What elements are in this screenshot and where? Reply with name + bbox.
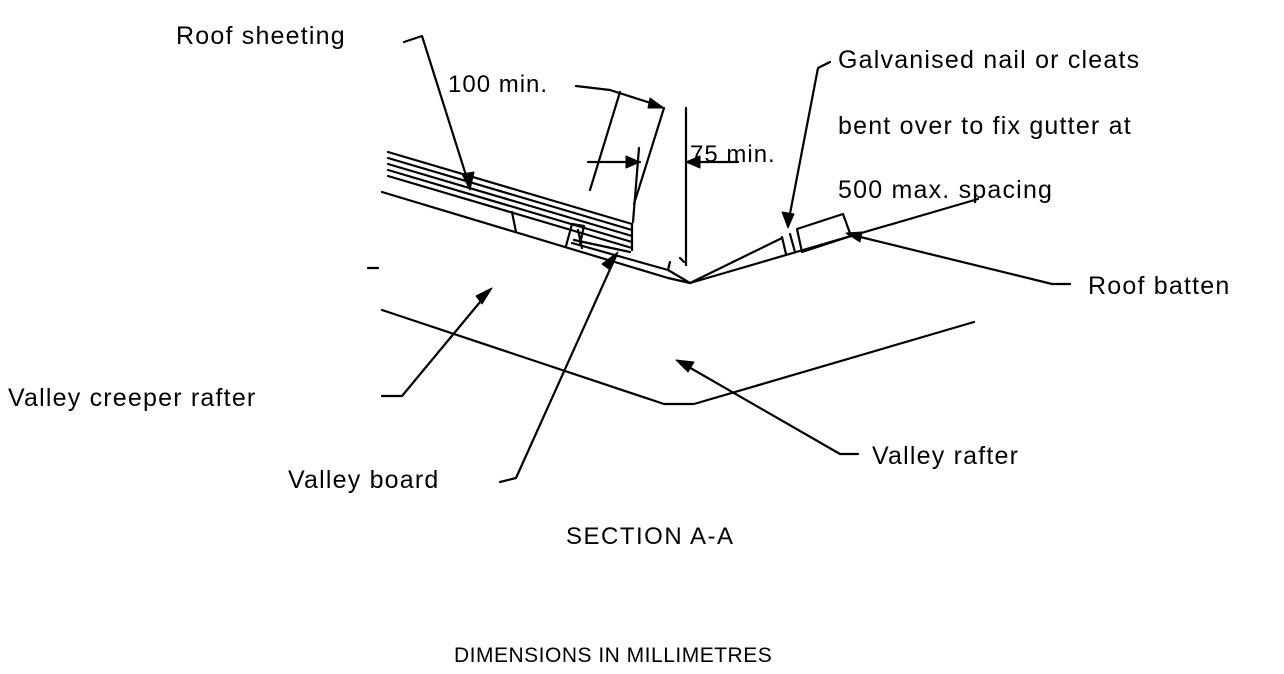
- dimension-label-75: 75 min.: [690, 141, 776, 168]
- valley-board-profile: [570, 236, 784, 285]
- label-galvanised-line3: 500 max. spacing: [838, 176, 1053, 204]
- dim-extension: [631, 146, 641, 224]
- sheeting-line: [386, 168, 634, 244]
- valley-board-leader: [498, 254, 618, 484]
- cleat-right: [788, 232, 797, 254]
- roof-batten-block: [795, 212, 853, 254]
- label-valley-creeper-rafter: Valley creeper rafter: [8, 384, 256, 412]
- sheeting-line: [386, 162, 634, 238]
- label-roof-sheeting: Roof sheeting: [176, 22, 346, 50]
- dimension-label-100: 100 min.: [448, 71, 548, 98]
- cleat-left: [780, 235, 788, 256]
- gutter-edge-right: [666, 260, 672, 272]
- section-title: SECTION A-A: [566, 523, 735, 550]
- dim-arrowhead: [685, 155, 701, 169]
- valley-board-arrow: [601, 251, 619, 271]
- gutter-edge-left: [678, 256, 686, 264]
- roof-sheeting-leader: [402, 34, 472, 190]
- roof-batten-leader: [846, 232, 1072, 286]
- valley-structure: [366, 190, 980, 406]
- sheeting-clip: [564, 222, 586, 248]
- label-galvanised-line1: Galvanised nail or cleats: [838, 46, 1140, 74]
- valley-rafter-leader: [678, 360, 860, 456]
- label-valley-board: Valley board: [288, 466, 440, 494]
- dim-extension: [588, 90, 622, 192]
- sheeting-line: [386, 156, 634, 232]
- valley-rafter-arrow: [675, 359, 695, 373]
- sheeting-line: [386, 174, 634, 250]
- left-batten-front: [510, 210, 518, 234]
- leaders: [380, 34, 1072, 484]
- sheeting-line: [386, 150, 634, 226]
- valley-creeper-arrow: [475, 287, 493, 305]
- galvanised-nail-leader: [786, 60, 832, 226]
- valley-creeper-leader: [380, 288, 492, 398]
- units-note: DIMENSIONS IN MILLIMETRES: [454, 644, 772, 667]
- valley-rafter-underside: [380, 308, 976, 406]
- label-valley-rafter: Valley rafter: [872, 442, 1019, 470]
- left-rafter-top-edge: [380, 190, 670, 280]
- sheeting-clip-detail: [572, 238, 632, 254]
- roof-sheeting: [386, 150, 634, 254]
- dim-leader: [574, 84, 612, 92]
- label-roof-batten: Roof batten: [1088, 272, 1230, 300]
- roof-sheeting-arrow: [461, 171, 475, 191]
- valley-board-bevel: [666, 276, 692, 285]
- label-galvanised-line2: bent over to fix gutter at: [838, 112, 1132, 140]
- galvanised-nail-arrow: [781, 211, 795, 229]
- roof-batten-arrow: [845, 231, 863, 243]
- dim-arrowhead: [625, 155, 641, 169]
- dimension-75: [586, 106, 740, 267]
- dimension-100: [574, 84, 666, 206]
- dim-extension: [632, 106, 666, 206]
- dim-arrowhead: [647, 97, 665, 109]
